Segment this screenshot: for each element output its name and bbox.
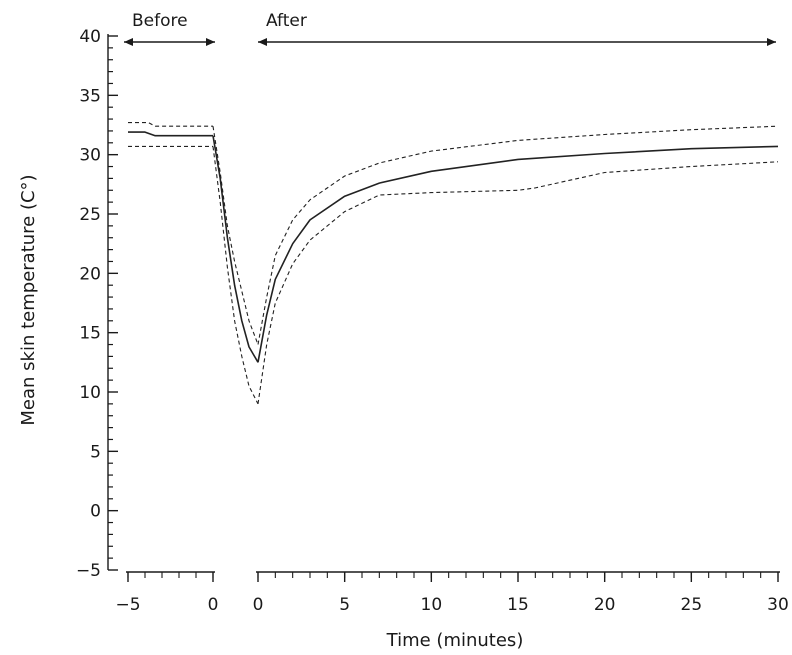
before-ci-line [128,122,213,127]
before-mean-line [128,131,213,137]
after-mean-line [257,145,779,363]
drop-ci-line [212,126,259,345]
x-axis-title: Time (minutes) [386,630,524,651]
after-tick-label: 15 [507,595,529,615]
y-tick-label: 15 [79,324,101,344]
y-axis: 40 35 30 25 20 15 10 5 0 −5 [76,27,118,581]
before-period-label: Before [132,11,188,31]
before-period-arrowhead-right [206,38,215,46]
y-tick-label: 5 [90,442,101,462]
before-period-arrowhead-left [124,38,133,46]
y-tick-label: 10 [79,383,101,403]
after-tick-label: 5 [339,595,350,615]
after-period-arrowhead-right [767,38,776,46]
plot-area [128,122,779,405]
before-tick-label: 0 [208,595,219,615]
after-ci-line [257,125,779,345]
drop-mean-line [212,135,259,363]
after-tick-label: 0 [253,595,264,615]
y-tick-label: 25 [79,205,101,225]
after-tick-label: 10 [421,595,443,615]
after-period-arrowhead-left [258,38,267,46]
drop-ci-line [212,146,259,405]
period-markers: Before After [124,11,776,46]
y-axis-title: Mean skin temperature (C°) [18,174,39,425]
y-tick-label: 35 [79,86,101,106]
x-axis: −5 0 0 5 10 15 20 25 30 [115,571,789,615]
y-tick-label: 20 [79,264,101,284]
after-tick-label: 30 [767,595,789,615]
after-period-label: After [266,11,307,31]
y-tick-label: 0 [90,502,101,522]
after-tick-label: 25 [681,595,703,615]
after-ci-line [257,161,779,404]
y-tick-label: 30 [79,146,101,166]
before-tick-label: −5 [115,595,140,615]
y-tick-label: −5 [76,561,101,581]
after-tick-label: 20 [594,595,616,615]
y-tick-label: 40 [79,27,101,47]
